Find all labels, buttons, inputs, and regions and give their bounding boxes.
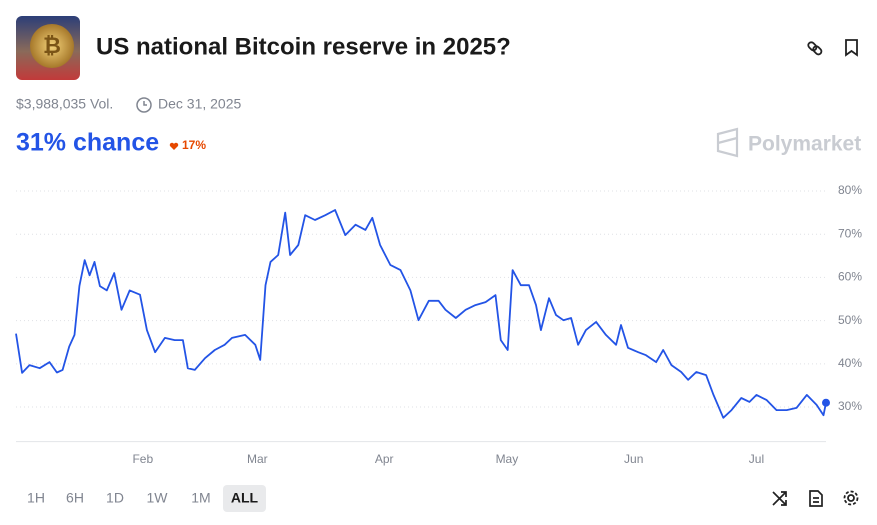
timeframe-label[interactable]: 1D — [106, 490, 124, 506]
y-tick-label: 60% — [838, 270, 862, 284]
x-tick-label: Feb — [132, 452, 153, 466]
market-title: US national Bitcoin reserve in 2025? — [96, 33, 511, 60]
x-tick-label: May — [496, 452, 519, 466]
timeframe-label[interactable]: 1M — [191, 490, 210, 506]
link-button[interactable] — [807, 41, 823, 56]
svg-text:₿: ₿ — [43, 33, 61, 58]
x-tick-label: Jul — [749, 452, 764, 466]
timeframe-label[interactable]: ALL — [231, 490, 259, 506]
volume: $3,988,035 Vol. — [16, 96, 113, 112]
brand-logo — [716, 127, 739, 158]
x-tick-label: Mar — [247, 452, 268, 466]
y-tick-label: 70% — [838, 226, 862, 240]
x-tick-label: Apr — [375, 452, 394, 466]
x-tick-label: Jun — [624, 452, 643, 466]
shuffle-button[interactable] — [772, 491, 787, 506]
price-line — [15, 209, 827, 419]
brand: Polymarket — [748, 133, 861, 156]
timeframe-label[interactable]: 6H — [66, 490, 84, 506]
timeframe-label[interactable]: 1W — [147, 490, 169, 506]
settings-button[interactable] — [843, 490, 859, 506]
timeframe-button[interactable] — [223, 485, 266, 512]
y-tick-label: 40% — [838, 356, 862, 370]
end-date: Dec 31, 2025 — [158, 96, 241, 112]
last-point — [822, 398, 830, 407]
chance: 31% chance — [16, 129, 159, 157]
clock-icon — [136, 97, 152, 113]
y-tick-label: 30% — [838, 399, 862, 413]
bookmark-button[interactable] — [845, 39, 858, 57]
change-icon — [169, 142, 179, 150]
market-image: ₿ — [16, 16, 80, 80]
y-tick-label: 50% — [838, 313, 862, 327]
y-tick-label: 80% — [838, 183, 862, 197]
change: 17% — [182, 138, 206, 152]
timeframe-label[interactable]: 1H — [27, 490, 45, 506]
notes-button[interactable] — [809, 490, 823, 507]
